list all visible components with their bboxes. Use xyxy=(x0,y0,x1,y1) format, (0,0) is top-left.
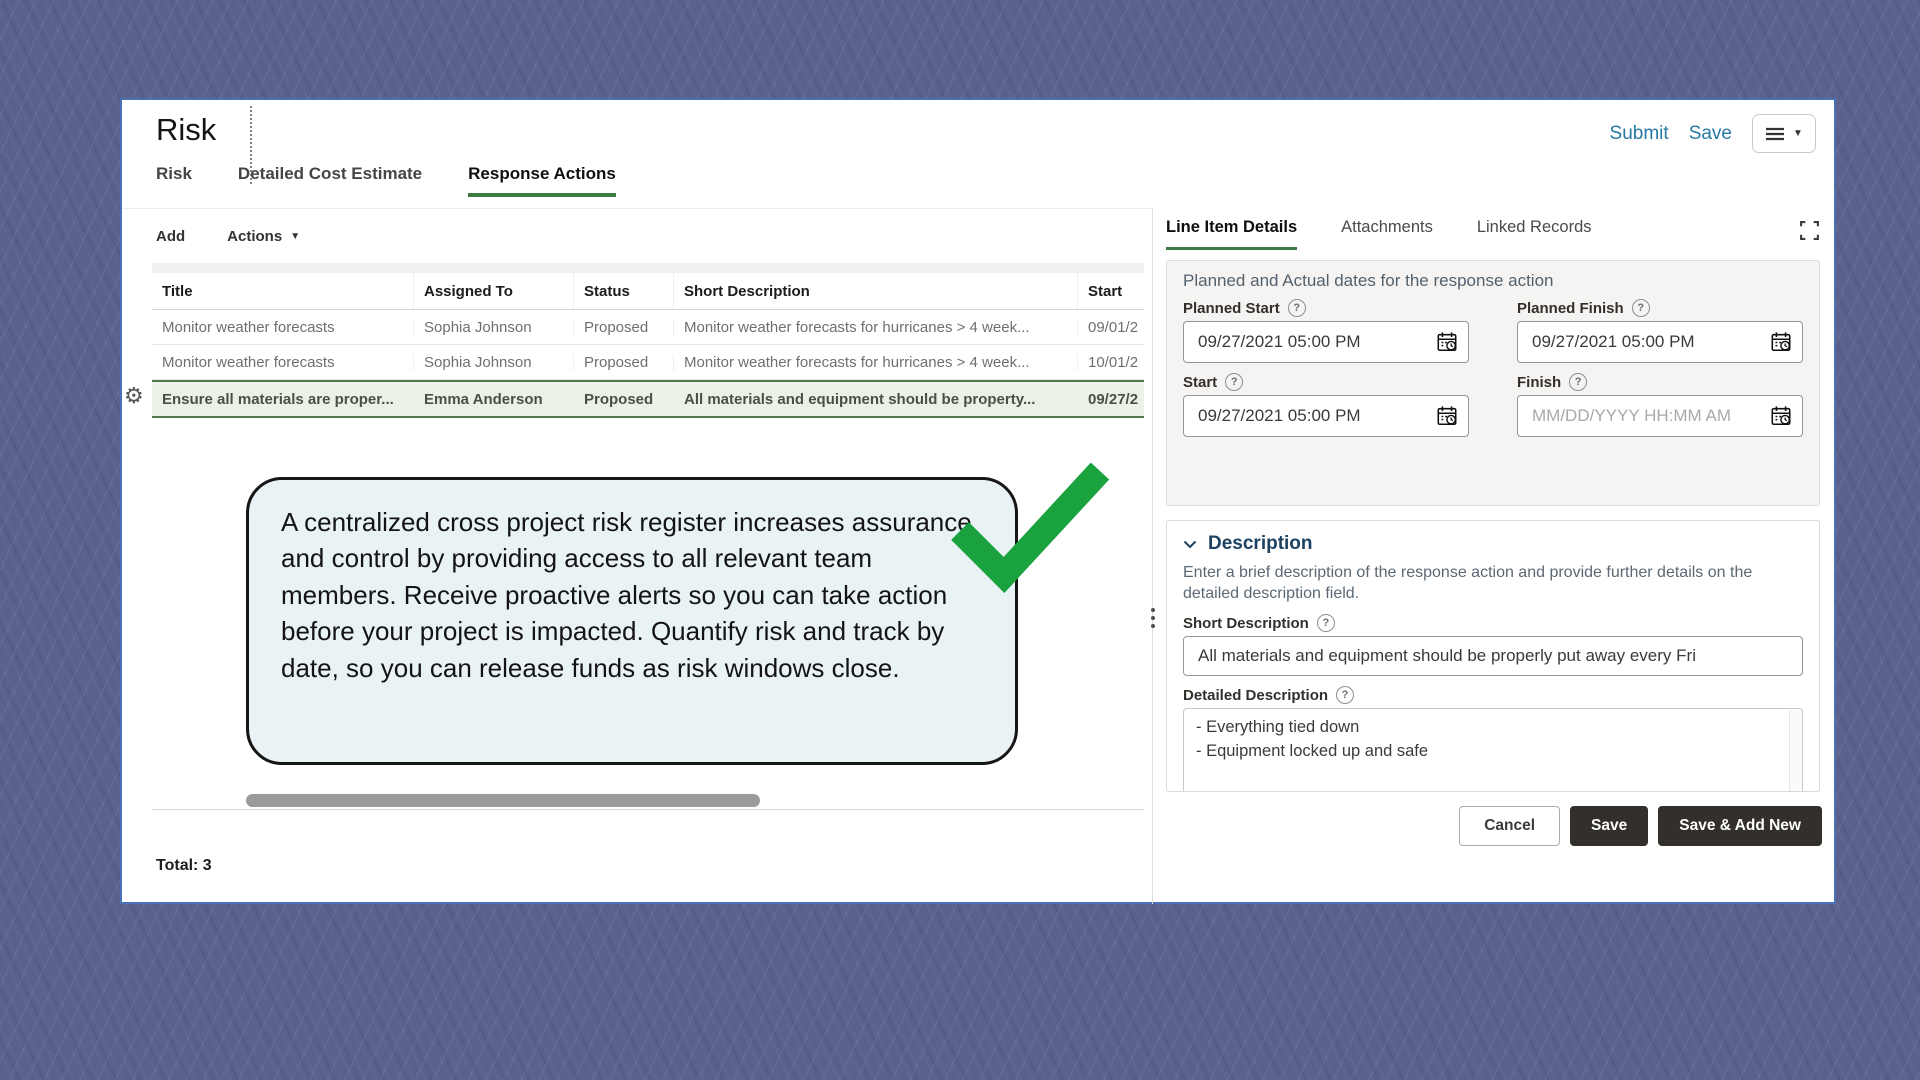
description-section: Description Enter a brief description of… xyxy=(1166,520,1820,792)
drag-handle-icon[interactable] xyxy=(1148,608,1157,628)
caret-down-icon: ▼ xyxy=(1793,128,1803,139)
help-icon[interactable]: ? xyxy=(1225,373,1244,391)
column-header-assigned-to[interactable]: Assigned To xyxy=(414,273,574,309)
tab-response-actions[interactable]: Response Actions xyxy=(468,164,616,197)
tab-detailed-cost-estimate[interactable]: Detailed Cost Estimate xyxy=(237,164,423,183)
expand-icon[interactable] xyxy=(1799,220,1820,241)
horizontal-scrollbar-track xyxy=(152,793,1144,810)
description-help-text: Enter a brief description of the respons… xyxy=(1183,564,1753,603)
line-item-details-pane: Line Item Details Attachments Linked Rec… xyxy=(1166,208,1822,904)
cell-start: 09/27/2 xyxy=(1088,390,1139,408)
details-tabbar: Line Item Details Attachments Linked Rec… xyxy=(1166,218,1592,250)
short-description-label: Short Description xyxy=(1183,614,1309,632)
cell-assigned-to: Emma Anderson xyxy=(414,390,574,408)
column-header-short-description[interactable]: Short Description xyxy=(674,273,1078,309)
start-input[interactable] xyxy=(1196,405,1430,427)
cell-title: Monitor weather forecasts xyxy=(152,318,414,336)
table-row[interactable]: Monitor weather forecasts Sophia Johnson… xyxy=(152,345,1144,380)
cell-assigned-to: Sophia Johnson xyxy=(414,353,574,371)
detailed-description-label: Detailed Description xyxy=(1183,686,1329,704)
tab-risk[interactable]: Risk xyxy=(156,164,192,183)
cell-status: Proposed xyxy=(574,353,674,371)
finish-label: Finish xyxy=(1517,373,1562,391)
table-header-row: Title Assigned To Status Short Descripti… xyxy=(152,273,1144,310)
actions-menu-label: Actions xyxy=(227,227,283,245)
page-title: Risk xyxy=(156,112,217,147)
form-actions: Cancel Save Save & Add New xyxy=(1459,806,1822,846)
pane-divider xyxy=(1152,208,1153,904)
table-row[interactable]: Monitor weather forecasts Sophia Johnson… xyxy=(152,310,1144,345)
field-finish: Finish ? xyxy=(1517,373,1803,437)
description-section-title: Description xyxy=(1208,533,1313,554)
hamburger-menu-icon xyxy=(1766,127,1785,140)
planned-finish-input[interactable] xyxy=(1530,331,1764,353)
tab-line-item-details[interactable]: Line Item Details xyxy=(1166,218,1298,250)
field-planned-finish: Planned Finish ? xyxy=(1517,299,1803,363)
calendar-clock-icon[interactable] xyxy=(1770,331,1792,353)
calendar-clock-icon[interactable] xyxy=(1436,331,1458,353)
tab-linked-records[interactable]: Linked Records xyxy=(1476,218,1592,236)
cell-status: Proposed xyxy=(574,390,674,408)
column-header-start[interactable]: Start xyxy=(1088,282,1123,300)
finish-input[interactable] xyxy=(1530,405,1764,427)
add-button[interactable]: Add xyxy=(156,227,186,245)
save-add-new-button[interactable]: Save & Add New xyxy=(1658,806,1822,846)
chevron-down-icon[interactable] xyxy=(1183,540,1197,549)
main-tabbar: Risk Detailed Cost Estimate Response Act… xyxy=(156,164,616,197)
callout-bubble: A centralized cross project risk registe… xyxy=(246,477,1018,765)
cell-start: 09/01/2 xyxy=(1088,318,1139,336)
table-total-count: Total: 3 xyxy=(156,857,212,874)
gear-icon[interactable]: ⚙ xyxy=(124,383,144,408)
cancel-button[interactable]: Cancel xyxy=(1459,806,1561,846)
help-icon[interactable]: ? xyxy=(1287,299,1306,317)
planned-start-label: Planned Start xyxy=(1183,299,1280,317)
header-actions: Submit Save ▼ xyxy=(1610,114,1816,153)
save-button[interactable]: Save xyxy=(1570,806,1649,846)
actions-menu-button[interactable]: Actions ▼ xyxy=(227,228,300,245)
response-actions-pane: Add Actions ▼ Title Assigned To Status S… xyxy=(122,208,1152,905)
detailed-description-textarea[interactable]: - Everything tied down - Equipment locke… xyxy=(1184,709,1802,791)
calendar-clock-icon[interactable] xyxy=(1436,405,1458,427)
cell-assigned-to: Sophia Johnson xyxy=(414,318,574,336)
help-icon[interactable]: ? xyxy=(1631,299,1650,317)
save-link[interactable]: Save xyxy=(1688,122,1732,144)
help-icon[interactable]: ? xyxy=(1336,686,1355,705)
start-label: Start xyxy=(1183,373,1218,391)
cell-short-description: All materials and equipment should be pr… xyxy=(674,390,1078,408)
submit-button[interactable]: Submit xyxy=(1609,122,1669,144)
cell-title: Ensure all materials are proper... xyxy=(152,390,414,408)
app-window: Risk Submit Save ▼ Risk Detailed Cost Es… xyxy=(120,98,1836,904)
help-icon[interactable]: ? xyxy=(1569,373,1588,391)
horizontal-scrollbar-thumb[interactable] xyxy=(246,794,760,807)
dates-section: Planned and Actual dates for the respons… xyxy=(1166,260,1820,506)
response-actions-table: Title Assigned To Status Short Descripti… xyxy=(152,263,1144,418)
field-planned-start: Planned Start ? xyxy=(1183,299,1469,363)
cell-status: Proposed xyxy=(574,318,674,336)
grid-toolbar: Add Actions ▼ xyxy=(122,209,1152,263)
table-row-selected[interactable]: Ensure all materials are proper... Emma … xyxy=(152,380,1144,418)
dotted-artifact xyxy=(250,106,252,184)
cell-title: Monitor weather forecasts xyxy=(152,353,414,371)
checkmark-icon xyxy=(951,463,1110,593)
cell-short-description: Monitor weather forecasts for hurricanes… xyxy=(674,353,1078,371)
textarea-scrollbar[interactable] xyxy=(1789,710,1801,791)
cell-start: 10/01/2 xyxy=(1088,353,1139,371)
dates-section-heading: Planned and Actual dates for the respons… xyxy=(1183,271,1554,290)
help-icon[interactable]: ? xyxy=(1316,614,1335,633)
column-header-status[interactable]: Status xyxy=(574,273,674,309)
short-description-input[interactable] xyxy=(1196,645,1792,668)
calendar-clock-icon[interactable] xyxy=(1770,405,1792,427)
column-header-title[interactable]: Title xyxy=(152,273,414,309)
field-start: Start ? xyxy=(1183,373,1469,437)
caret-down-icon: ▼ xyxy=(290,230,301,242)
planned-start-input[interactable] xyxy=(1196,331,1430,353)
tab-attachments[interactable]: Attachments xyxy=(1341,218,1433,236)
planned-finish-label: Planned Finish xyxy=(1517,299,1624,317)
overflow-menu-button[interactable]: ▼ xyxy=(1752,114,1816,153)
cell-short-description: Monitor weather forecasts for hurricanes… xyxy=(674,318,1078,336)
